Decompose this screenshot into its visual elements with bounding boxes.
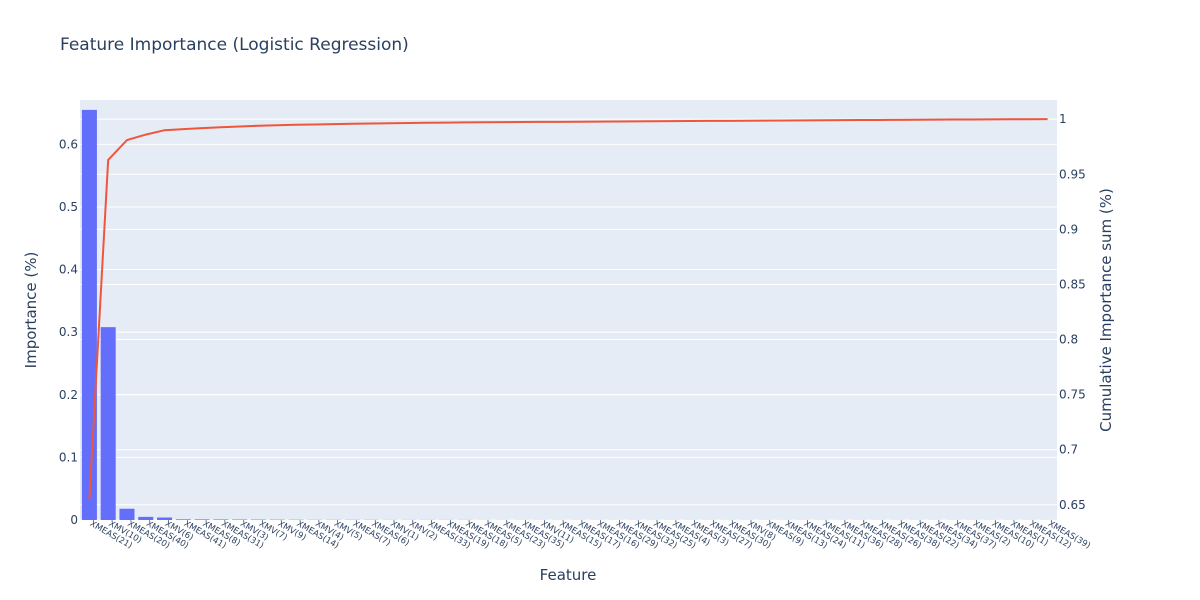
y-axis-title: Importance (%) <box>22 252 40 369</box>
y-tick-label: 0.1 <box>59 450 78 464</box>
left-axis-ticks: 0 0.1 0.2 0.3 0.4 0.5 0.6 <box>59 137 78 527</box>
y2-tick-label: 0.8 <box>1059 333 1078 347</box>
right-axis-ticks: 0.65 0.7 0.75 0.8 0.85 0.9 0.95 1 <box>1059 112 1086 512</box>
y2-tick-label: 0.75 <box>1059 388 1086 402</box>
y-tick-label: 0.6 <box>59 137 78 151</box>
y-tick-label: 0 <box>70 513 78 527</box>
y-tick-label: 0.2 <box>59 388 78 402</box>
importance-bar <box>194 519 210 520</box>
y2-tick-label: 1 <box>1059 112 1067 126</box>
importance-bar <box>119 508 135 520</box>
y2-tick-label: 0.65 <box>1059 498 1086 512</box>
importance-bar <box>175 519 191 520</box>
y-tick-label: 0.4 <box>59 263 78 277</box>
y-tick-label: 0.5 <box>59 200 78 214</box>
y2-axis-title: Cumulative Importance sum (%) <box>1097 188 1115 432</box>
y2-tick-label: 0.9 <box>1059 222 1078 236</box>
chart-title: Feature Importance (Logistic Regression) <box>60 35 409 55</box>
importance-bar <box>213 519 229 520</box>
importance-bar <box>138 516 154 520</box>
x-axis-title: Feature <box>540 566 597 584</box>
y-tick-label: 0.3 <box>59 325 78 339</box>
x-axis-ticks: XMEAS(21)XMV(10)XMEAS(20)XMEAS(40)XMV(6)… <box>88 519 1092 551</box>
importance-bar <box>81 109 97 520</box>
y2-tick-label: 0.95 <box>1059 167 1086 181</box>
grid-lines <box>80 118 1057 521</box>
y2-tick-label: 0.7 <box>1059 443 1078 457</box>
cumulative-line-series <box>88 118 1048 500</box>
importance-bar <box>100 327 116 520</box>
cumulative-importance-line <box>88 118 1048 500</box>
importance-bar <box>157 517 173 520</box>
y2-tick-label: 0.85 <box>1059 277 1086 291</box>
